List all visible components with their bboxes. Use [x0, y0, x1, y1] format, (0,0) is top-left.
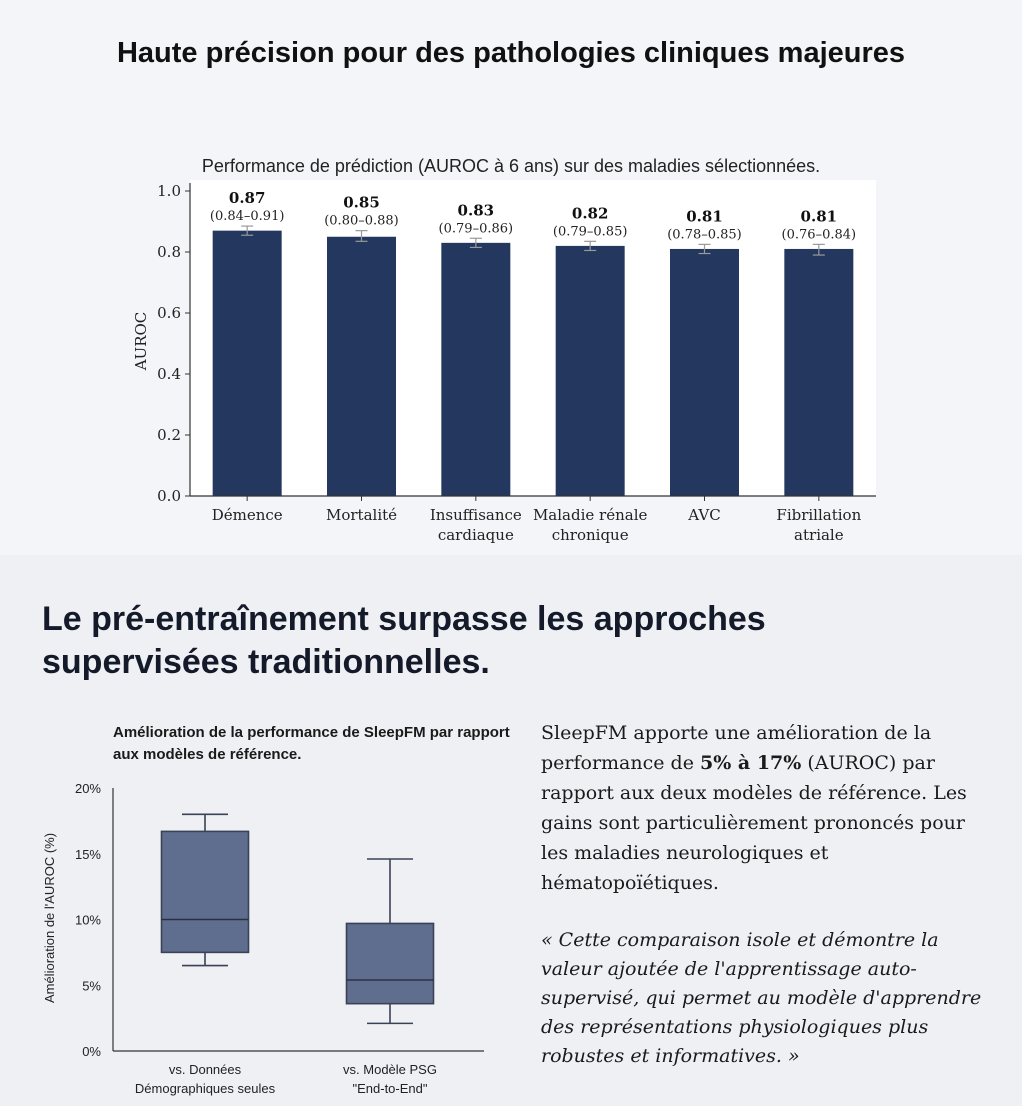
bar [212, 230, 282, 496]
x-tick-label: vs. Modèle PSG [343, 1062, 437, 1077]
ci-label: (0.79–0.85) [553, 224, 628, 239]
y-tick-label: 0.8 [157, 243, 181, 261]
paragraph-text-end: (AUROC) par rapport aux deux modèles de … [541, 752, 967, 894]
x-tick-label: Fibrillation [776, 506, 861, 524]
x-tick-label: atriale [794, 526, 844, 544]
x-tick-label: Démence [212, 506, 283, 524]
paragraph-highlight: 5% à 17% [700, 752, 802, 774]
value-label: 0.87 [229, 189, 266, 207]
x-tick-label: chronique [552, 526, 629, 544]
plot-area [190, 180, 876, 496]
bottom-section [0, 555, 1022, 1106]
value-label: 0.83 [458, 201, 495, 219]
value-label: 0.85 [343, 194, 380, 212]
value-label: 0.81 [801, 207, 838, 225]
value-label: 0.81 [686, 207, 723, 225]
y-axis-label: AUROC [132, 312, 150, 372]
box [160, 830, 250, 954]
y-tick-label: 0% [82, 1044, 101, 1059]
value-label: 0.82 [572, 204, 609, 222]
y-tick-label: 20% [75, 781, 101, 796]
ci-label: (0.76–0.84) [782, 227, 857, 242]
y-tick-label: 0.0 [157, 487, 181, 505]
y-tick-label: 0.4 [157, 365, 181, 383]
section-title: Le pré-entraînement surpasse les approch… [42, 600, 766, 681]
bar [670, 248, 739, 496]
quote-paragraph: « Cette comparaison isole et démontre la… [541, 929, 982, 1067]
main-title: Haute précision pour des pathologies cli… [116, 37, 906, 69]
x-tick-label: Mortalité [326, 506, 397, 524]
x-tick-label: vs. Données [169, 1062, 242, 1077]
y-tick-label: 0.2 [157, 426, 181, 444]
box-chart-title: Amélioration de la performance de SleepF… [113, 724, 510, 763]
bar [555, 245, 625, 496]
y-tick-label: 0.6 [157, 304, 181, 322]
x-tick-label: cardiaque [438, 526, 514, 544]
bar [441, 242, 511, 496]
bar [784, 248, 854, 496]
paragraph-text: SleepFM apporte une amélioration de la p… [541, 722, 932, 774]
y-tick-label: 5% [82, 978, 101, 993]
x-tick-label: "End-to-End" [353, 1081, 428, 1096]
x-tick-label: Maladie rénale [533, 506, 648, 524]
auroc-bar-chart: 0.87 (0.84–0.91) 0.85 (0.80–0.88) 0.83 (0.79–… [132, 180, 876, 544]
ci-label: (0.84–0.91) [210, 209, 285, 224]
y-axis-label: Amélioration de l'AUROC (%) [42, 833, 57, 1003]
ci-label: (0.80–0.88) [324, 214, 399, 229]
chart-subtitle: Performance de prédiction (AUROC à 6 ans… [201, 156, 821, 176]
summary-paragraph: SleepFM apporte une amélioration de la p… [541, 718, 991, 898]
y-tick-label: 1.0 [157, 182, 181, 200]
ci-label: (0.79–0.86) [439, 221, 514, 236]
x-tick-label: Insuffisance [430, 506, 522, 524]
ci-label: (0.78–0.85) [667, 227, 742, 242]
x-tick-label: Démographiques seules [135, 1081, 276, 1096]
bar [327, 236, 396, 496]
box [345, 922, 435, 1005]
y-tick-label: 15% [75, 847, 101, 862]
x-tick-label: AVC [687, 506, 720, 524]
y-tick-label: 10% [75, 913, 101, 928]
